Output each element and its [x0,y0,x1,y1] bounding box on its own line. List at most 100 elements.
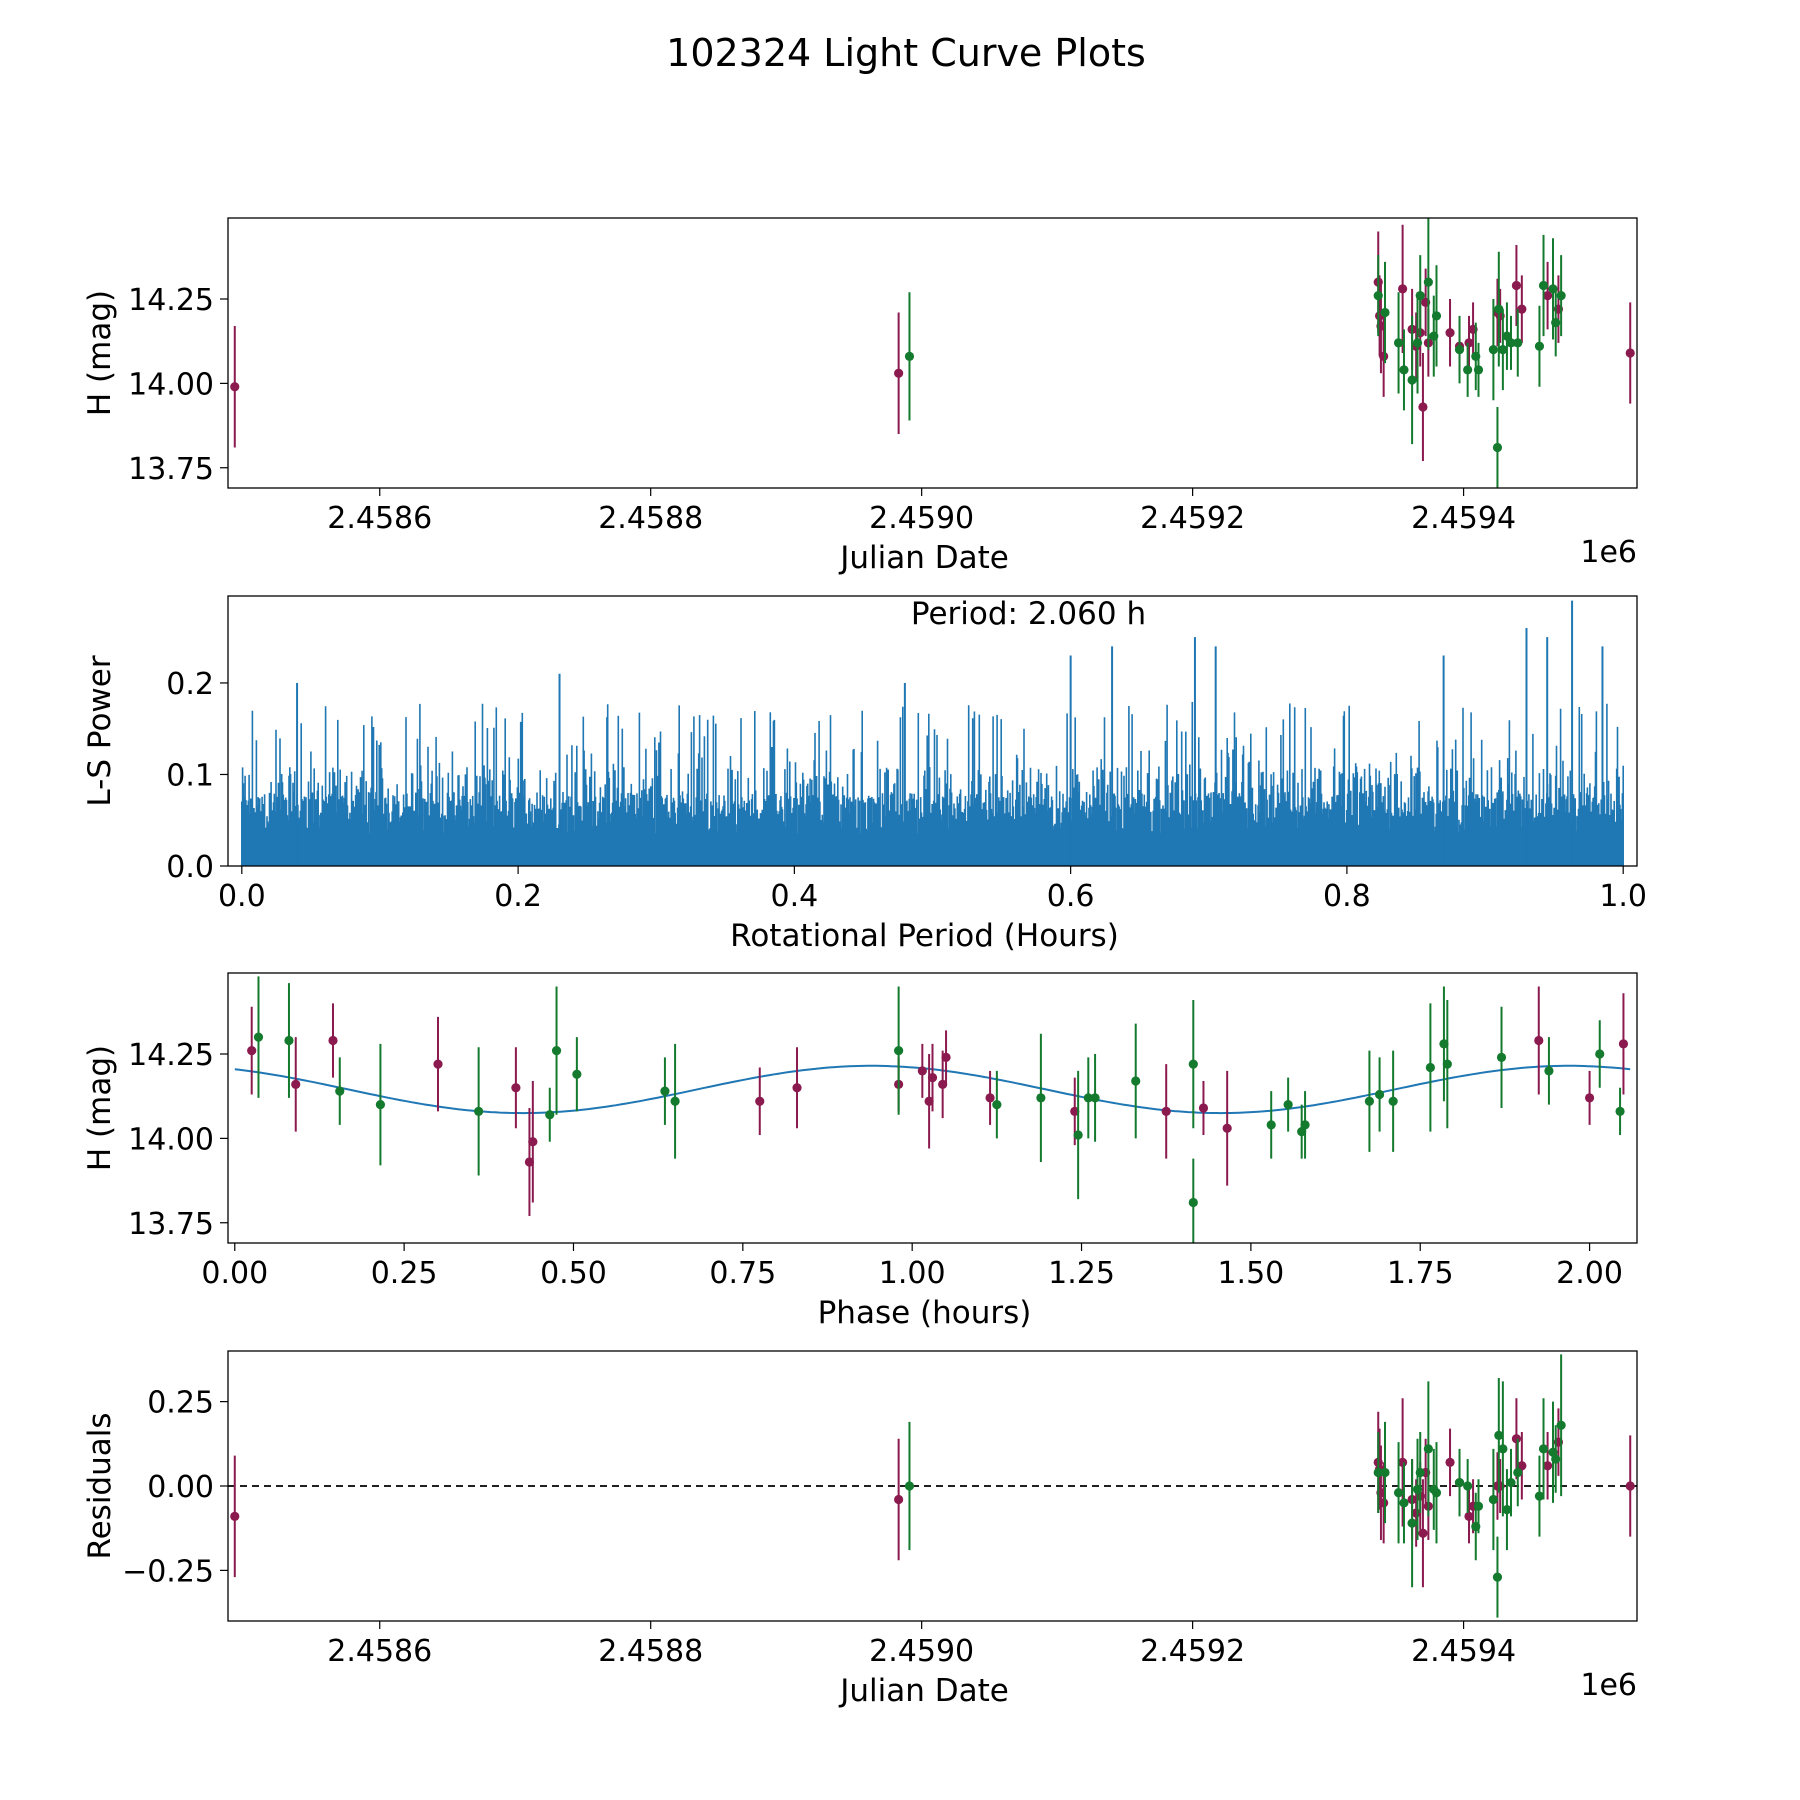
y-tick-label: 14.25 [128,283,214,318]
lightcurve-plot-area [230,218,1635,488]
maroon-data-point [524,1157,535,1167]
green-data-point [1498,345,1508,355]
green-data-point [335,1086,345,1096]
maroon-data-point [1379,351,1389,361]
x-tick-label: 0.50 [540,1256,607,1291]
maroon-data-point [328,1035,338,1046]
green-data-point [253,1032,264,1042]
y-tick-label: 0.25 [147,1386,214,1421]
y-axis-label: H (mag) [82,290,118,416]
green-data-point [1463,365,1473,375]
maroon-data-point [1161,1106,1171,1116]
green-data-point [1473,365,1484,375]
maroon-data-point [927,1073,938,1083]
green-data-point [572,1069,582,1079]
green-data-point [670,1096,680,1106]
residuals-plot-area [228,1354,1637,1618]
x-tick-label: 0.4 [771,879,819,914]
x-tick-label: 1.00 [879,1256,946,1291]
x-tick-label: 0.2 [494,879,542,914]
residuals-axes-frame [227,1350,1638,1622]
green-data-point [1364,1096,1375,1106]
green-data-point [1399,1498,1409,1508]
maroon-data-point [1418,402,1428,412]
phased-axes-frame [227,972,1638,1244]
maroon-data-point [1464,1511,1474,1521]
green-data-point [1407,375,1417,385]
x-tick-label: 0.25 [371,1256,438,1291]
x-tick-label: 1.75 [1387,1256,1454,1291]
green-data-point [1073,1130,1083,1140]
green-data-point [1538,280,1549,291]
y-tick-label: 14.00 [128,1122,214,1157]
green-data-point [1551,318,1561,328]
maroon-data-point [247,1046,257,1056]
x-tick-label: 0.75 [709,1256,776,1291]
phased-plot-area [234,976,1631,1243]
green-data-point [1399,365,1409,375]
green-data-point [1513,338,1523,348]
phased-lightcurve-panel: 0.00 0.25 0.50 0.75 1.00 1.25 1.50 1.75 2.00 13.7… [82,972,1638,1331]
maroon-data-point [511,1083,521,1093]
green-data-point [1544,1066,1554,1076]
maroon-data-point [1379,1498,1389,1508]
green-data-point [545,1110,555,1120]
x-tick-label: 1.0 [1599,879,1647,914]
periodogram-panel: 0.0 0.2 0.4 0.6 0.8 1.0 0.0 0.1 0.2 Rotational Pe… [82,595,1647,954]
green-data-point [1492,1572,1503,1582]
x-axis-label: Phase (hours) [818,1295,1032,1331]
maroon-data-point [1511,1434,1522,1444]
maroon-data-point [894,1494,904,1505]
maroon-data-point [433,1059,443,1069]
y-tick-label: 13.75 [128,452,214,487]
green-data-point [1266,1120,1276,1130]
green-data-point [1488,345,1498,355]
green-data-point [1425,1062,1435,1073]
green-data-point [1188,1059,1198,1069]
green-data-point [1412,338,1423,348]
green-data-point [1380,1467,1390,1478]
green-data-point [1083,1093,1093,1103]
x-tick-label: 2.4586 [327,1634,432,1669]
x-offset-label: 1e6 [1580,535,1637,570]
periodogram-plot-area [241,600,1624,866]
green-data-point [1502,331,1512,341]
maroon-data-point [1511,280,1522,291]
x-tick-label: 2.4588 [598,501,703,536]
maroon-data-point [924,1096,934,1106]
x-tick-label: 0.6 [1047,879,1095,914]
green-data-point [1393,1488,1404,1498]
green-data-point [1090,1093,1100,1103]
maroon-data-point [1517,1461,1527,1471]
green-data-point [992,1100,1002,1110]
green-data-point [1300,1120,1310,1130]
x-tick-label: 1.50 [1217,1256,1284,1291]
x-tick-label: 2.4590 [869,501,974,536]
green-data-point [1534,1491,1545,1501]
green-data-point [1380,307,1390,318]
maroon-data-point [1534,1035,1544,1046]
green-data-point [1036,1093,1046,1103]
maroon-data-point [1222,1123,1232,1133]
periodogram-axes-frame [227,595,1638,867]
green-data-point [474,1106,484,1116]
green-data-point [1498,1444,1508,1454]
x-axis-label: Julian Date [838,540,1009,576]
maroon-data-point [1398,284,1408,294]
x-axis-label: Rotational Period (Hours) [730,918,1119,954]
x-tick-label: 2.4592 [1140,1634,1245,1669]
green-data-point [1494,304,1504,314]
x-tick-label: 0.00 [201,1256,268,1291]
y-tick-label: 0.1 [166,758,214,793]
maroon-data-point [1445,328,1455,338]
green-data-point [1502,1505,1512,1515]
green-data-point [1423,1444,1433,1454]
maroon-data-point [1618,1039,1629,1049]
lightcurve-panel: 2.4586 2.4588 2.4590 2.4592 2.4594 13.75 14.00… [82,217,1638,576]
maroon-data-point [1542,1461,1553,1471]
green-data-point [660,1086,670,1096]
green-data-point [1431,1488,1442,1498]
green-data-point [1494,1430,1504,1440]
green-data-point [1488,1494,1498,1505]
